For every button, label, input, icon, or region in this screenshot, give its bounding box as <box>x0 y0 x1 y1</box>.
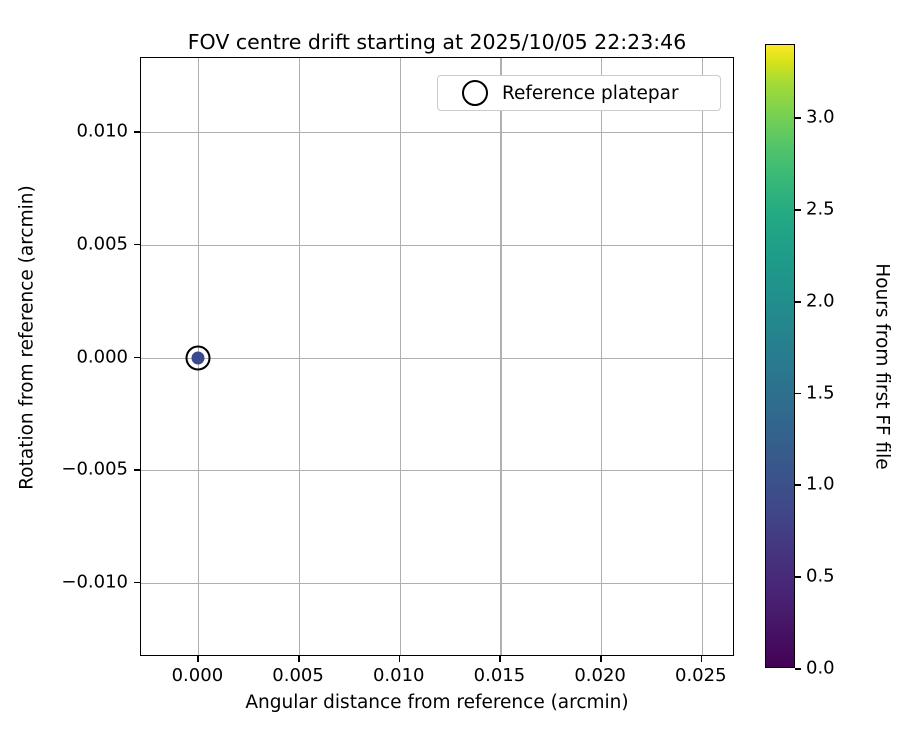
y-axis-tick <box>134 356 140 359</box>
gridline-vertical <box>701 58 703 655</box>
x-axis-tick-label: 0.020 <box>574 665 626 686</box>
y-axis-tick-label: 0.000 <box>76 346 128 367</box>
gridline-vertical <box>299 58 301 655</box>
colorbar-tick <box>795 300 801 303</box>
colorbar-tick-label: 0.0 <box>806 657 835 679</box>
plot-area <box>141 58 733 655</box>
gridline-horizontal <box>141 244 733 246</box>
y-axis-tick <box>134 469 140 471</box>
colorbar-tick <box>795 484 801 487</box>
y-axis-tick-label: −0.010 <box>61 571 128 593</box>
y-axis-tick-label: −0.005 <box>61 458 128 480</box>
x-axis-label: Angular distance from reference (arcmin) <box>245 692 629 713</box>
x-axis-tick <box>298 656 300 662</box>
gridline-vertical <box>601 58 603 655</box>
colorbar <box>765 44 795 668</box>
y-axis-tick-label: 0.010 <box>76 120 128 142</box>
x-axis-tick-label: 0.005 <box>272 665 324 686</box>
colorbar-gradient <box>765 44 795 668</box>
x-axis-tick-label: 0.000 <box>171 665 224 686</box>
gridline-horizontal <box>141 132 733 134</box>
colorbar-tick <box>795 668 801 670</box>
page-title: FOV centre drift starting at 2025/10/05 … <box>187 30 687 54</box>
x-axis-tick <box>700 656 703 662</box>
reference-platepar-marker <box>185 345 211 370</box>
gridline-vertical <box>500 58 502 655</box>
x-axis-tick <box>197 656 199 662</box>
open-circle-icon <box>462 80 488 106</box>
x-axis-tick <box>600 656 602 662</box>
gridline-horizontal <box>141 357 733 359</box>
legend: Reference platepar <box>437 75 721 111</box>
x-axis-tick <box>499 656 501 662</box>
x-axis-tick-label: 0.015 <box>473 665 526 686</box>
colorbar-tick-label: 1.0 <box>806 473 835 495</box>
colorbar-tick <box>795 209 801 211</box>
data-point <box>191 351 205 364</box>
x-axis-tick-label: 0.025 <box>675 665 727 686</box>
y-axis-label: Rotation from reference (arcmin) <box>16 185 38 490</box>
gridline-vertical <box>399 58 401 655</box>
colorbar-tick-label: 2.0 <box>806 290 835 312</box>
y-axis-tick <box>134 581 140 584</box>
gridline-horizontal <box>141 470 733 472</box>
legend-item-label: Reference platepar <box>502 82 679 104</box>
x-axis-tick-label: 0.010 <box>372 665 425 686</box>
x-axis-tick <box>398 656 401 662</box>
y-axis-tick <box>134 131 140 133</box>
gridline-horizontal <box>141 582 733 584</box>
colorbar-tick-label: 1.5 <box>806 382 835 404</box>
colorbar-tick-label: 0.5 <box>806 565 835 587</box>
colorbar-tick-label: 3.0 <box>806 106 835 128</box>
colorbar-tick <box>795 392 801 395</box>
y-axis-tick <box>134 243 140 246</box>
colorbar-tick <box>795 576 801 578</box>
plot-axes <box>140 57 734 656</box>
colorbar-tick-label: 2.5 <box>806 198 835 220</box>
colorbar-tick <box>795 117 801 119</box>
colorbar-label: Hours from first FF file <box>871 263 893 470</box>
y-axis-tick-label: 0.005 <box>76 233 128 255</box>
